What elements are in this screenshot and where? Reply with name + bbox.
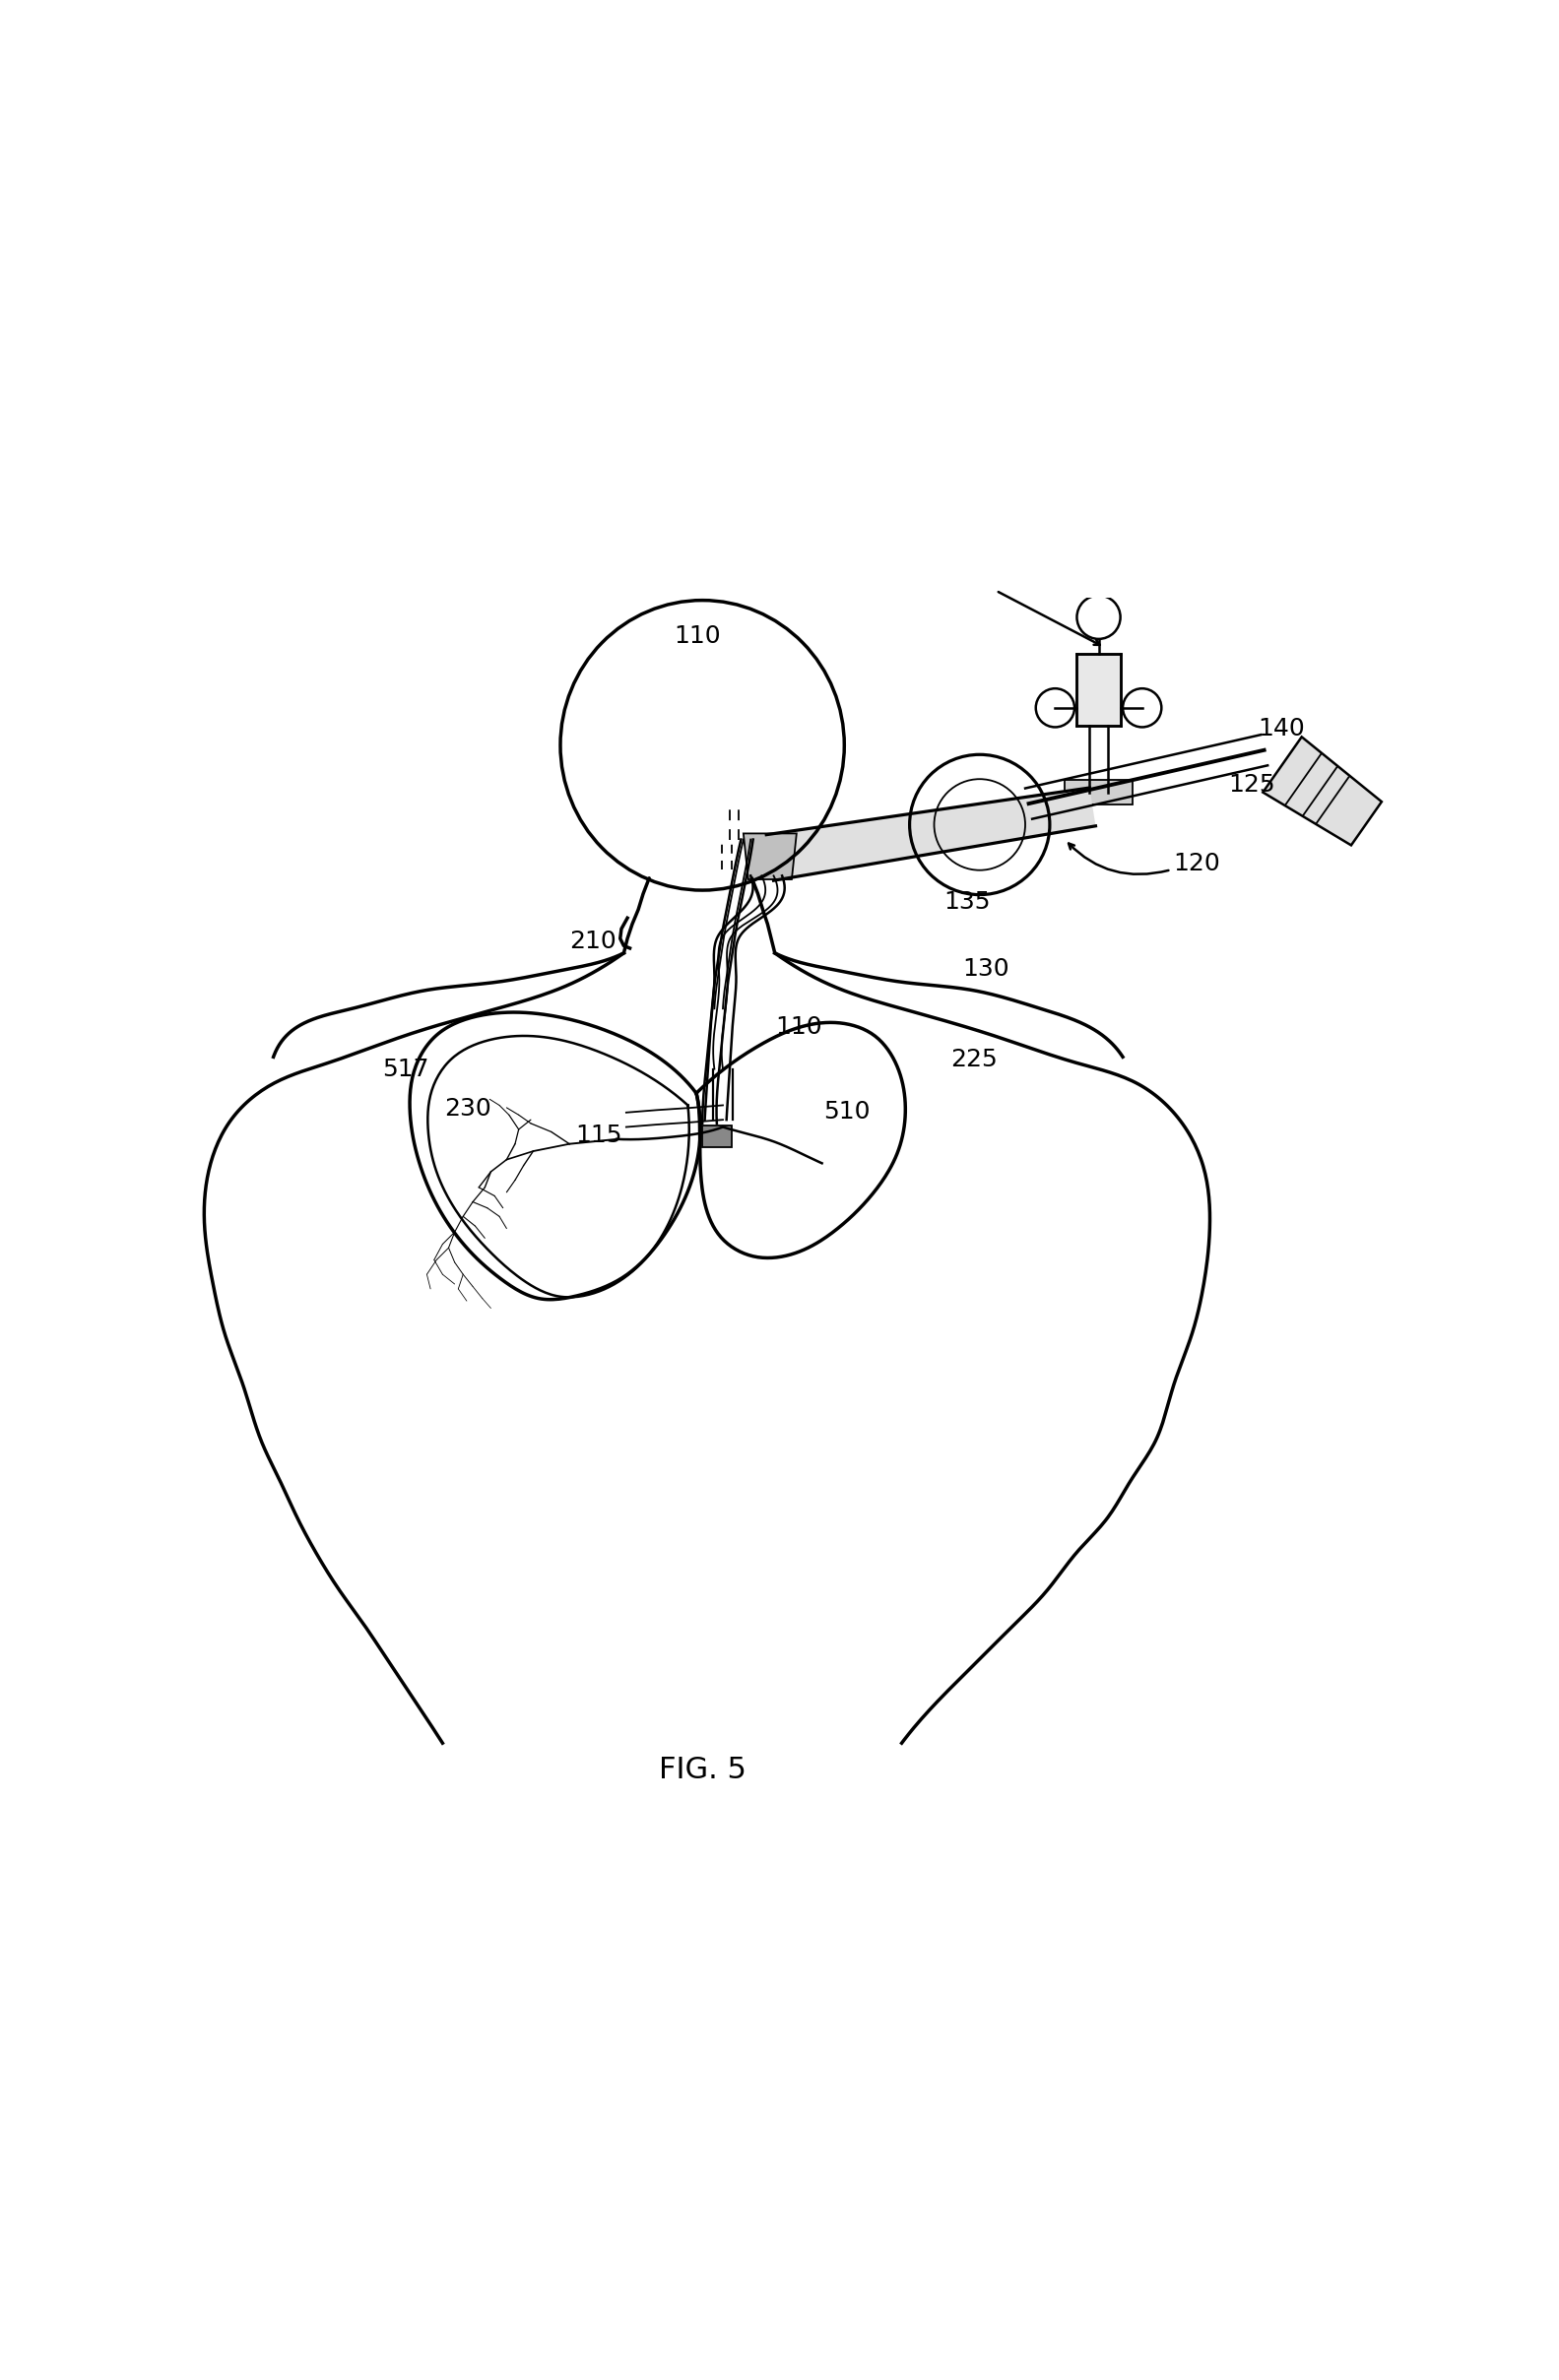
Polygon shape bbox=[1263, 738, 1381, 845]
Text: 140: 140 bbox=[1258, 716, 1305, 740]
Text: 510: 510 bbox=[823, 1100, 870, 1123]
Text: FIG. 5: FIG. 5 bbox=[658, 1756, 747, 1785]
Polygon shape bbox=[744, 833, 797, 878]
Text: 230: 230 bbox=[444, 1097, 491, 1121]
Text: 130: 130 bbox=[962, 957, 1009, 981]
Polygon shape bbox=[702, 1126, 731, 1147]
Polygon shape bbox=[767, 788, 1096, 881]
Text: 517: 517 bbox=[382, 1057, 429, 1081]
Text: 110: 110 bbox=[775, 1014, 822, 1038]
Polygon shape bbox=[1065, 781, 1132, 804]
Text: 125: 125 bbox=[1228, 774, 1275, 797]
Text: 110: 110 bbox=[673, 624, 720, 647]
Text: 135: 135 bbox=[945, 890, 992, 914]
Polygon shape bbox=[1077, 655, 1121, 726]
Text: 210: 210 bbox=[569, 928, 616, 952]
Text: 115: 115 bbox=[575, 1123, 622, 1147]
Text: 120: 120 bbox=[1174, 852, 1221, 876]
Text: 225: 225 bbox=[949, 1047, 998, 1071]
